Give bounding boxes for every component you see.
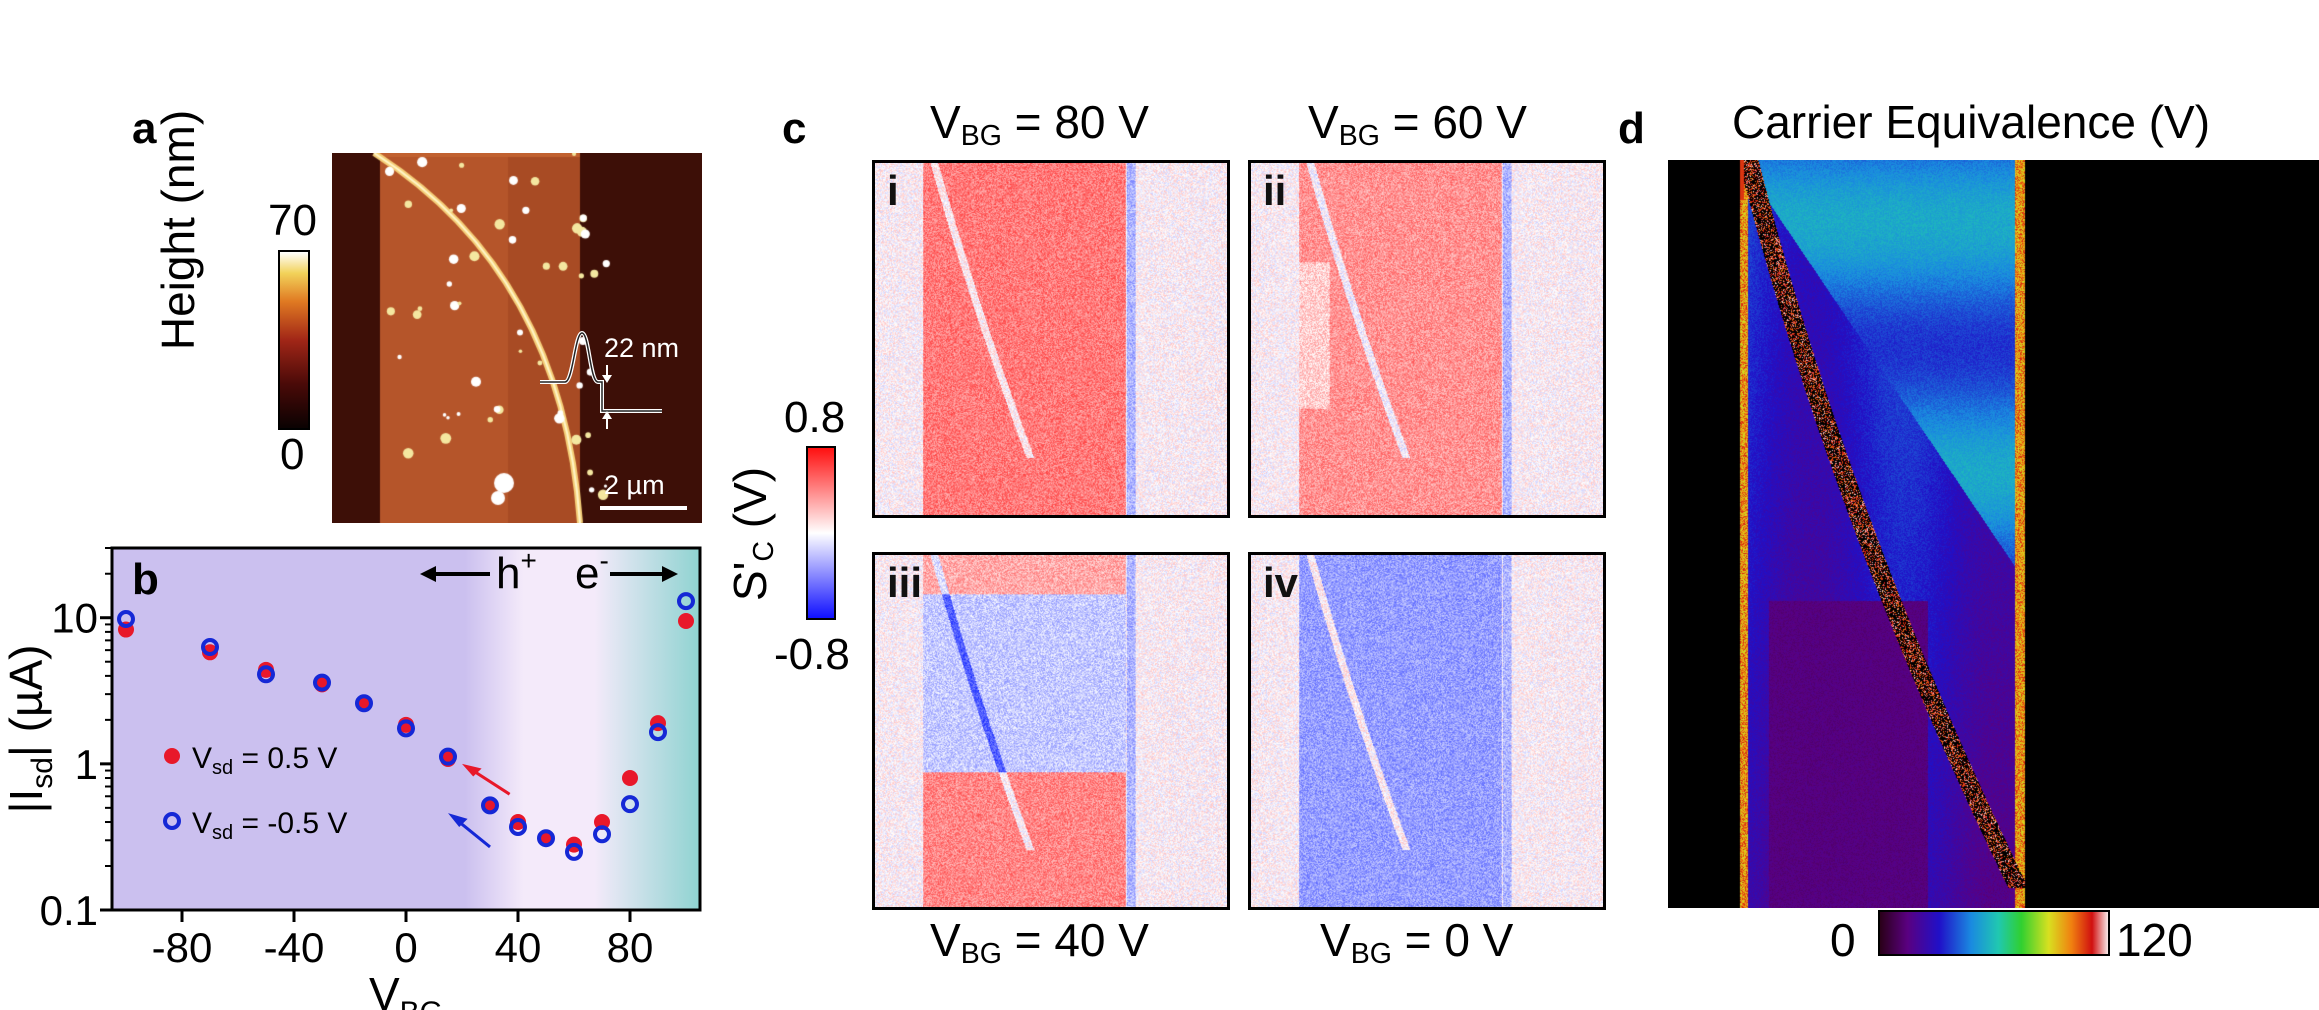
series-2-point <box>565 842 583 861</box>
series-1-point <box>594 814 610 831</box>
height-colorbar <box>278 250 310 430</box>
electron-label: e- <box>575 545 609 598</box>
afm-overlay: 22 nm 2 µm <box>540 330 687 510</box>
map-title-iii: VBG = 40 V <box>930 914 1149 971</box>
carrier-colorbar-max: 120 <box>2116 914 2193 966</box>
series-1-point <box>510 814 526 831</box>
scale-bar-label: 2 µm <box>604 470 665 500</box>
legend-marker-2 <box>163 812 181 830</box>
seebeck-map-ii: ii <box>1248 160 1606 518</box>
map-label-iii: iii <box>887 559 923 606</box>
carrier-colorbar <box>1878 910 2110 956</box>
seebeck-colorbar-min: -0.8 <box>774 630 850 679</box>
panel-a-letter: a <box>132 104 157 153</box>
series-2-point <box>593 825 611 844</box>
profile-height-label: 22 nm <box>604 333 679 363</box>
series-2-point <box>509 817 527 836</box>
series-2-point <box>677 592 695 611</box>
x-axis-label: VBG <box>369 968 443 1010</box>
hole-label: h+ <box>496 545 537 598</box>
y-tick-label: 1 <box>75 741 98 788</box>
map-title-i: VBG = 80 V <box>930 96 1149 153</box>
seebeck-map-iv: iv <box>1248 552 1606 910</box>
seebeck-map-i: i <box>872 160 1230 518</box>
x-tick-label: -40 <box>264 924 325 971</box>
map-label-iv: iv <box>1263 559 1299 606</box>
height-colorbar-max: 70 <box>268 196 317 245</box>
x-tick-label: 40 <box>495 924 542 971</box>
legend-label: Vsd = -0.5 V <box>192 807 347 844</box>
series-2-point <box>257 665 275 684</box>
series-2-point <box>355 694 373 713</box>
series-2-point <box>201 638 219 657</box>
afm-height-map <box>332 153 702 523</box>
series-1-point <box>258 661 274 678</box>
map-label-i: i <box>887 167 899 214</box>
series-2-point <box>621 795 639 814</box>
map-label-ii: ii <box>1263 167 1287 214</box>
series-2-point <box>117 610 135 629</box>
current-vs-gate-chart: -80 -40 0 40 80 0.1 1 10 VBG |Isd| (µA) b h+ e- Vsd =… <box>0 545 702 1010</box>
series-2-point <box>313 673 331 692</box>
panel-d-letter: d <box>1618 104 1645 153</box>
x-tick-label: 80 <box>607 924 654 971</box>
series-1-point <box>678 612 694 629</box>
y-tick-label: 10 <box>51 595 98 642</box>
legend-marker-1 <box>164 748 180 764</box>
series-2-point <box>649 723 667 742</box>
carrier-colorbar-min: 0 <box>1830 914 1856 966</box>
carrier-equivalence-map <box>1668 160 2319 908</box>
y-axis-label: |Isd| (µA) <box>0 645 59 814</box>
map-title-iv: VBG = 0 V <box>1320 914 1514 971</box>
afm-image <box>332 153 702 523</box>
x-tick-label: 0 <box>394 924 417 971</box>
y-tick-label: 0.1 <box>40 887 98 934</box>
series-2-point <box>397 719 415 738</box>
height-colorbar-min: 0 <box>280 430 305 479</box>
seebeck-colorbar-max: 0.8 <box>784 393 846 442</box>
panel-c-letter: c <box>782 104 807 153</box>
series-2-point <box>537 829 555 848</box>
seebeck-colorbar <box>806 446 836 620</box>
series-2-point <box>439 747 457 766</box>
x-tick-label: -80 <box>152 924 213 971</box>
legend-label: Vsd = 0.5 V <box>192 742 337 779</box>
map-title-ii: VBG = 60 V <box>1308 96 1527 153</box>
series-1-point <box>622 770 638 787</box>
panel-b-letter: b <box>132 555 159 604</box>
seebeck-map-iii: iii <box>872 552 1230 910</box>
series-2-point <box>481 796 499 815</box>
carrier-map-title: Carrier Equivalence (V) <box>1732 96 2211 148</box>
